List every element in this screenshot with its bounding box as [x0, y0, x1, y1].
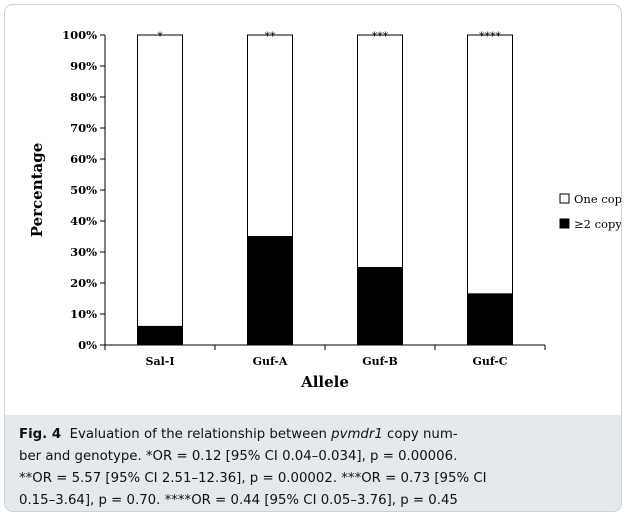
significance-annotation: ****: [479, 30, 502, 43]
y-tick-label: 60%: [70, 152, 97, 166]
y-tick-label: 0%: [78, 338, 97, 352]
caption-figure-label: Fig. 4: [19, 427, 62, 442]
y-tick-label: 70%: [70, 121, 97, 135]
figure-container: 0% 10% 20% 30% 40% 50% 60% 70% 80% 90% 100% Sal-I * G…: [4, 4, 622, 512]
x-category-label: Sal-I: [146, 355, 175, 368]
figure-caption: Fig. 4 Evaluation of the relationship be…: [5, 415, 621, 511]
bar-segment-two-plus-copy: [357, 267, 403, 346]
bar-segment-one-copy: [357, 34, 403, 268]
x-axis-title: Allele: [300, 373, 349, 391]
bar-segment-two-plus-copy: [137, 325, 183, 346]
legend-label-one-copy: One copy: [574, 192, 621, 206]
caption-line-4: 0.15–3.64], p = 0.70. ****OR = 0.44 [95%…: [19, 493, 458, 508]
stacked-bar-chart: 0% 10% 20% 30% 40% 50% 60% 70% 80% 90% 100% Sal-I * G…: [28, 28, 621, 391]
caption-line-2: ber and genotype. *OR = 0.12 [95% CI 0.0…: [19, 449, 458, 464]
bar-segment-one-copy: [247, 34, 293, 237]
bar-segment-two-plus-copy: [467, 293, 513, 346]
y-axis-title: Percentage: [28, 143, 46, 238]
y-tick-label: 40%: [70, 214, 97, 228]
caption-line-3: **OR = 5.57 [95% CI 2.51–12.36], p = 0.0…: [19, 471, 487, 486]
legend-swatch-two-plus-copy: [559, 218, 570, 229]
x-category-label: Guf-C: [472, 355, 507, 368]
caption-text-start: Evaluation of the relationship between: [69, 427, 332, 442]
y-tick-label: 10%: [70, 307, 97, 321]
y-tick-label: 20%: [70, 276, 97, 290]
legend-label-two-plus-copy: ≥2 copy: [574, 217, 621, 231]
y-tick-label: 90%: [70, 59, 97, 73]
y-tick-label: 30%: [70, 245, 97, 259]
y-tick-label: 80%: [70, 90, 97, 104]
caption-gene-name: pvmdr1: [331, 427, 383, 442]
x-category-label: Guf-A: [253, 355, 288, 368]
significance-annotation: ***: [372, 30, 389, 43]
bar-segment-two-plus-copy: [247, 236, 293, 346]
significance-annotation: **: [265, 30, 277, 43]
x-category-label: Guf-B: [362, 355, 398, 368]
bar-segment-one-copy: [467, 34, 513, 295]
y-tick-label: 50%: [70, 183, 97, 197]
caption-line-1: Fig. 4 Evaluation of the relationship be…: [19, 424, 609, 446]
caption-text-end: copy num-: [382, 427, 458, 442]
legend-swatch-one-copy: [559, 193, 570, 204]
significance-annotation: *: [157, 30, 163, 43]
bar-segment-one-copy: [137, 34, 183, 327]
y-tick-label: 100%: [62, 28, 97, 42]
